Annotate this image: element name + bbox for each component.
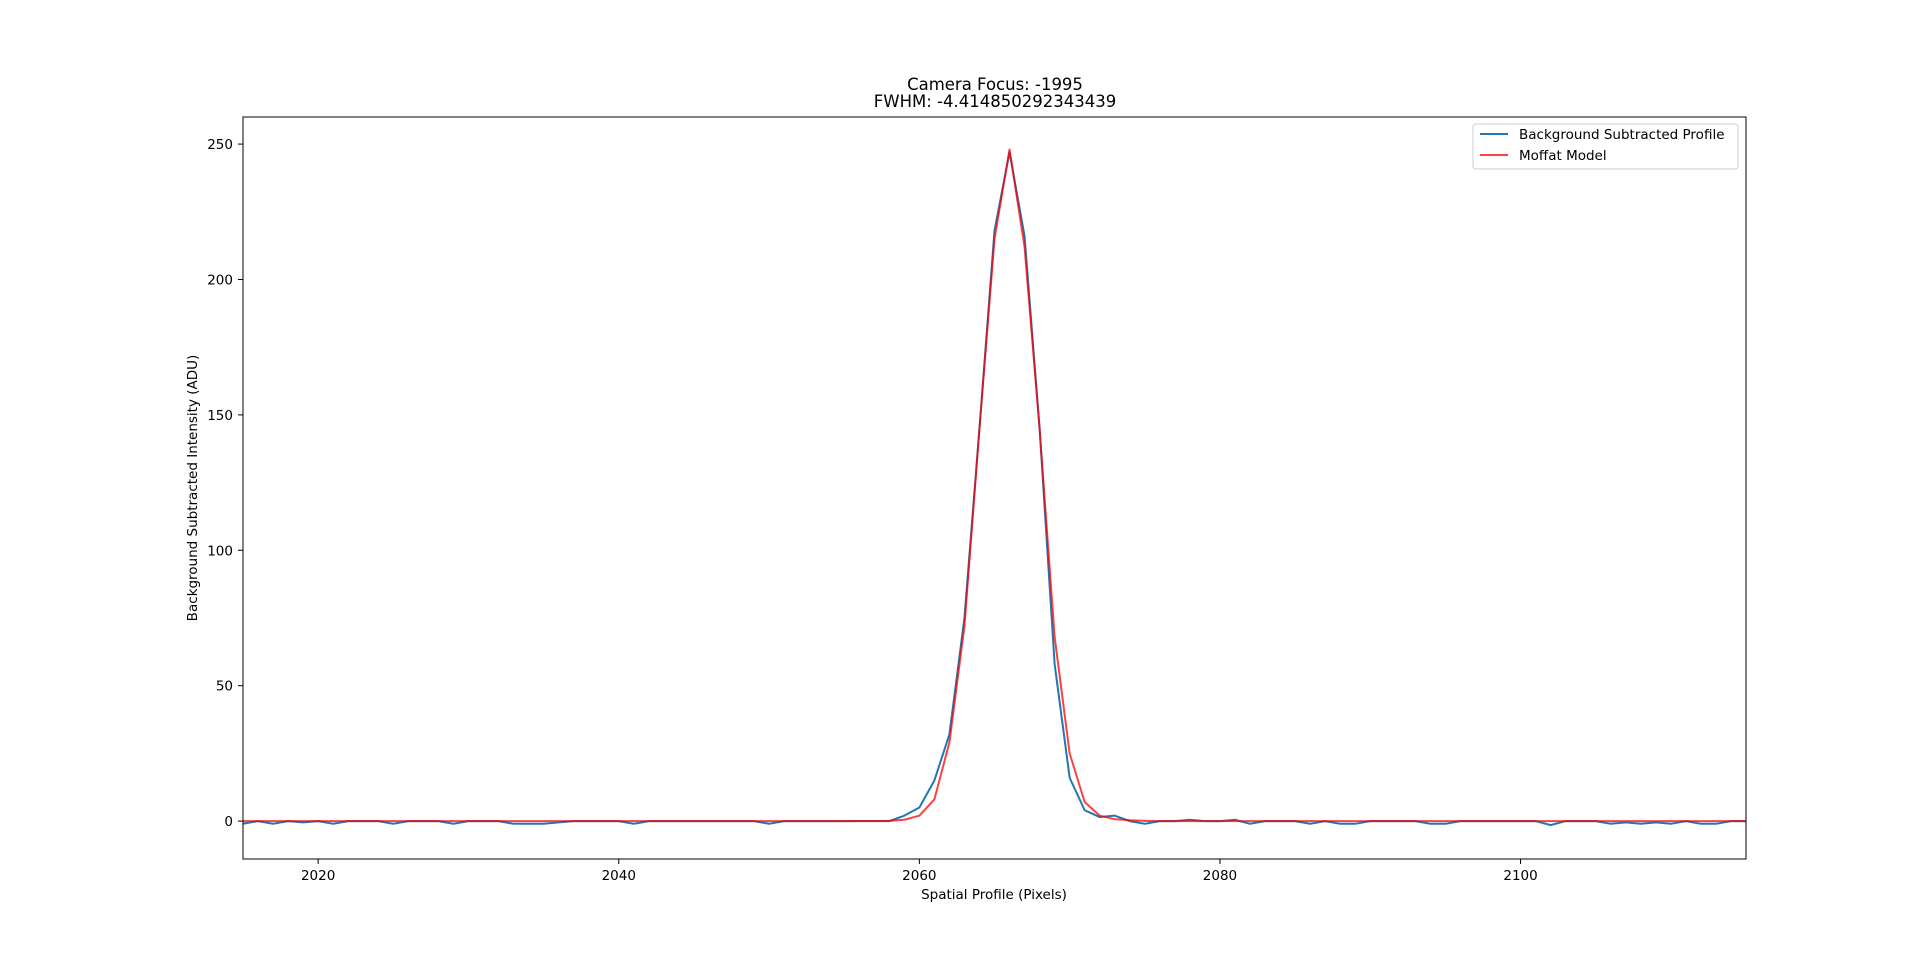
plot-area: [243, 148, 1746, 827]
y-tick-label: 150: [207, 408, 233, 424]
y-tick-label: 50: [216, 679, 233, 695]
chart-title-line1: Camera Focus: -1995: [907, 75, 1083, 94]
y-axis-label: Background Subtracted Intensity (ADU): [185, 355, 201, 622]
y-tick-label: 250: [207, 137, 233, 153]
chart-title-line2: FWHM: -4.414850292343439: [874, 92, 1116, 111]
legend-entry-moffat: Moffat Model: [1519, 148, 1607, 164]
y-tick-label: 200: [207, 272, 233, 288]
y-axis: 0 50 100 150 200 250: [207, 137, 243, 830]
x-axis: 2020 2040 2060 2080 2100: [301, 859, 1538, 884]
x-tick-label: 2080: [1203, 868, 1237, 884]
legend-box: [1472, 123, 1739, 170]
y-tick-label: 0: [224, 814, 233, 830]
plot-frame: [242, 116, 1747, 860]
x-axis-label: Spatial Profile (Pixels): [921, 887, 1067, 903]
series-layer: [243, 148, 1746, 827]
series-line-moffat: [243, 148, 1746, 823]
legend: Background Subtracted Profile Moffat Mod…: [1472, 123, 1739, 170]
x-tick-label: 2020: [301, 868, 335, 884]
x-tick-label: 2040: [602, 868, 636, 884]
y-tick-label: 100: [207, 543, 233, 559]
x-tick-label: 2060: [902, 868, 936, 884]
legend-entry-profile: Background Subtracted Profile: [1519, 127, 1725, 143]
x-tick-label: 2100: [1503, 868, 1537, 884]
